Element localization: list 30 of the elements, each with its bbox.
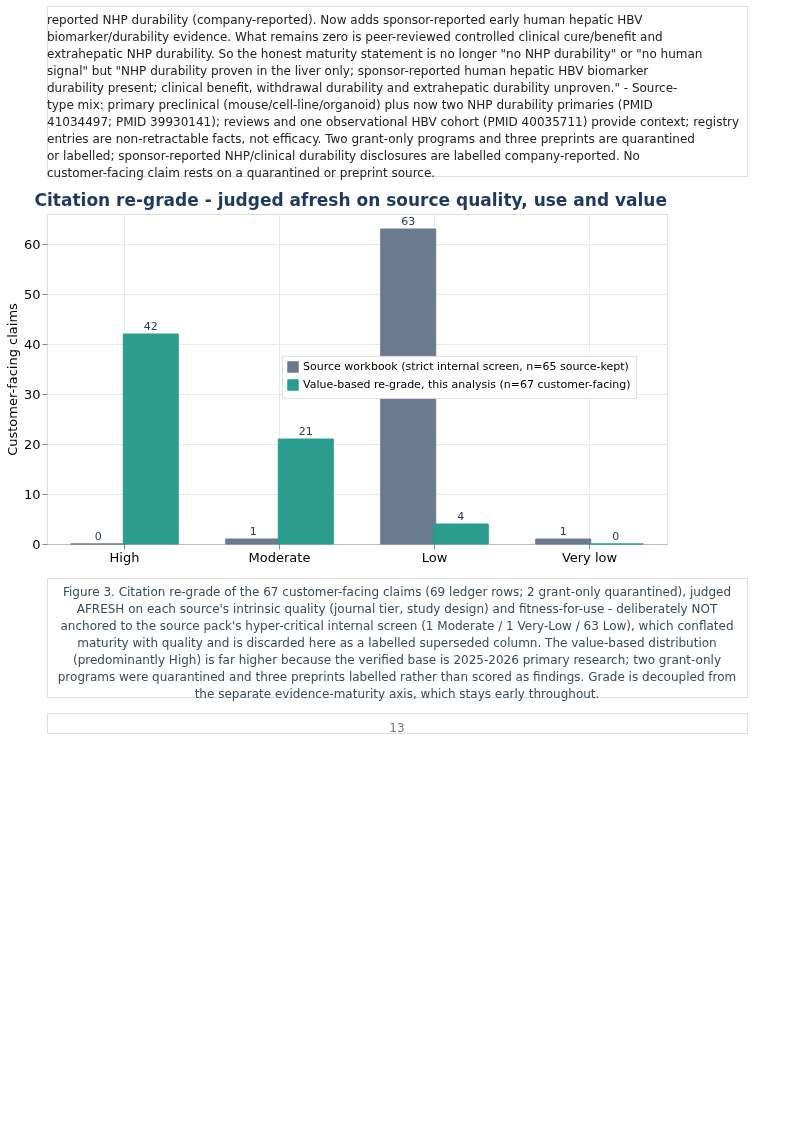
y-tick-label: 30: [23, 386, 41, 402]
bar: [535, 538, 592, 545]
caption: Figure 3. Citation re-grade of the 67 customer-facing claims (69 ledger rows; 2 grant-only quarantined), judged AFRESH on each source's intrinsic quality (journal tier, study design) and fitness-for-use - deliberately NOT anchored to the source pack's hyper-critical internal screen (1 Moderate / 1 Very-Low / 63 Low), which conflated maturity with quality and is discarded here as a labelled superseded column. The value-based distribution (predominantly High) is far higher because the verified base is 2025-2026 primary research; two grant-only programs were quarantined and three preprints labelled rather than scored as findings. Grade is decoupled from the separate evidence-maturity axis, which stays early throughout.: [57, 584, 737, 701]
bar: [277, 438, 334, 545]
y-tick-label: 10: [23, 486, 41, 502]
x-tick-label: Moderate: [248, 549, 311, 565]
y-tick-label: 50: [23, 286, 41, 302]
x-tick-label: High: [109, 549, 140, 565]
data-label: 0: [612, 530, 620, 543]
data-label: 42: [143, 320, 158, 333]
y-axis-title: Customer-facing claims: [4, 302, 20, 456]
data-label: 4: [457, 510, 465, 523]
legend-label: Source workbook (strict internal screen, n=65 source-kept): [303, 359, 629, 373]
data-label: 63: [401, 215, 416, 228]
data-label: 0: [94, 530, 102, 543]
bar: [122, 333, 179, 545]
y-tick-label: 20: [23, 436, 41, 452]
x-tick-label: Very low: [561, 549, 618, 565]
text: 13: [389, 721, 405, 735]
legend-label: Value-based re-grade, this analysis (n=67 customer-facing): [303, 377, 631, 391]
data-label: 21: [298, 425, 313, 438]
y-tick-label: 60: [23, 236, 41, 252]
x-tick-label: Low: [421, 549, 448, 565]
bar: [432, 523, 489, 545]
data-label: 1: [559, 525, 567, 538]
data-label: 1: [249, 525, 257, 538]
text: reported NHP durability (company-reported). Now adds sponsor-reported early human hepatic HBV biomarker/durability evidence. What remains zero is peer-reviewed controlled clinical cure/benefit and extrahepatic NHP durability. So the honest maturity statement is no longer "no NHP durability" or "no human signal" but "NHP durability proven in the liver only; sponsor-reported human hepatic HBV biomarker durability present; clinical benefit, withdrawal durability and extrahepatic durability unproven." - Source-type mix: primary preclinical (mouse/cell-line/organoid) plus now two NHP durability primaries (PMID 41034497; PMID 39930141); reviews and one observational HBV cohort (PMID 40035711) provide context; registry entries are non-retractable facts, not efficacy. Two grant-only programs and three preprints are quarantined or labelled; sponsor-reported NHP/clinical durability disclosures are labelled company-reported. No customer-facing claim rests on a quarantined or preprint source.: [47, 12, 740, 180]
y-tick-label: 0: [32, 536, 41, 552]
y-tick-label: 40: [23, 336, 41, 352]
chart-title: Citation re-grade - judged afresh on source quality, use and value: [34, 190, 667, 210]
